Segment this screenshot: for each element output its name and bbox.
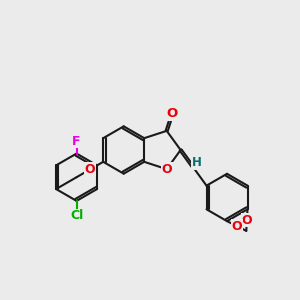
Text: O: O [167,107,178,120]
Text: O: O [231,220,242,232]
Text: O: O [242,214,252,226]
Text: O: O [161,163,172,176]
Text: O: O [85,163,95,176]
Text: Cl: Cl [70,209,83,222]
Text: H: H [192,156,202,169]
Text: F: F [72,135,81,148]
